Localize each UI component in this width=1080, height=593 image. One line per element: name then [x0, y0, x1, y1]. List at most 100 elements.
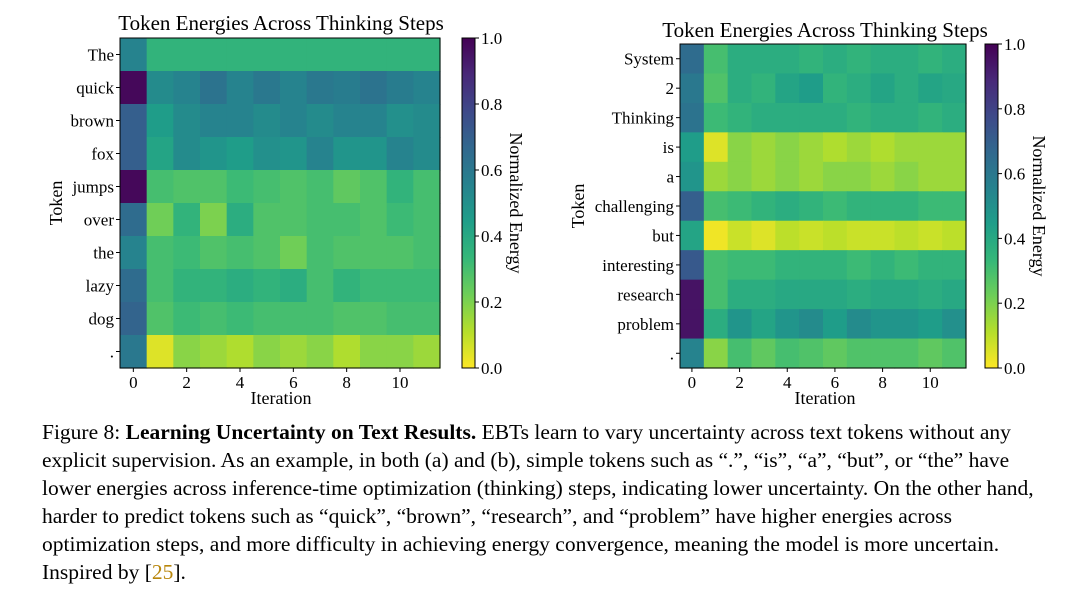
x-axis-label: Iteration: [795, 388, 856, 408]
heatmap-cell: [823, 44, 848, 75]
heatmap-cell: [751, 279, 776, 310]
heatmap-cell: [360, 38, 388, 72]
figure-charts: Token Energies Across Thinking Steps The…: [46, 11, 1049, 408]
heatmap-cell: [846, 191, 872, 222]
heatmap-cell: [413, 170, 441, 204]
heatmap-cell: [846, 161, 872, 192]
heatmap-cell: [680, 44, 705, 75]
heatmap-cell: [120, 71, 148, 105]
y-tick-label: over: [84, 211, 115, 230]
caption-body: EBTs learn to vary uncertainty across te…: [42, 420, 1034, 584]
heatmap-cell: [727, 73, 753, 104]
heatmap-cell: [253, 104, 281, 138]
figure-caption: Figure 8: Learning Uncertainty on Text R…: [42, 418, 1062, 586]
heatmap-cell: [870, 132, 896, 163]
heatmap-cell: [360, 302, 388, 336]
heatmap-cell: [703, 161, 729, 192]
heatmap-cell: [703, 338, 729, 369]
heatmap-cell: [775, 132, 800, 163]
heatmap-cell: [751, 191, 776, 222]
heatmap-cell: [146, 302, 174, 336]
heatmap-cell: [894, 220, 919, 251]
heatmap-cell: [799, 161, 824, 192]
heatmap-cell: [918, 73, 943, 104]
heatmap-cell: [703, 44, 729, 75]
heatmap-cell: [146, 335, 174, 369]
heatmap-cell: [280, 137, 308, 171]
colorbar-tick-label: 0.4: [1004, 229, 1026, 248]
colorbar-tick-label: 0.6: [1004, 165, 1025, 184]
heatmap-cell: [727, 279, 753, 310]
heatmap-cell: [200, 137, 228, 171]
heatmap-cell: [680, 161, 705, 192]
heatmap-cell: [703, 250, 729, 281]
heatmap-cell: [386, 71, 414, 105]
heatmap-cell: [918, 279, 943, 310]
heatmap-cell: [775, 161, 800, 192]
heatmap-cell: [333, 335, 361, 369]
heatmap-cell: [894, 250, 919, 281]
x-tick-label: 0: [688, 373, 697, 392]
heatmap-cell: [386, 236, 414, 270]
citation-link[interactable]: 25: [151, 560, 174, 584]
heatmap-cell: [333, 203, 361, 237]
heatmap-cell: [799, 338, 824, 369]
heatmap-cell: [120, 170, 148, 204]
heatmap-cell: [253, 236, 281, 270]
heatmap-cell: [360, 71, 388, 105]
heatmap-cell: [306, 335, 334, 369]
heatmap-cell: [226, 302, 254, 336]
heatmap-cell: [386, 302, 414, 336]
heatmap-cell: [918, 309, 943, 340]
heatmap-cell: [799, 309, 824, 340]
heatmap-cell: [894, 102, 919, 133]
y-tick-label: brown: [71, 112, 115, 131]
colorbar-label: Normalized Energy: [1029, 135, 1049, 276]
heatmap-cell: [942, 132, 967, 163]
heatmap-cell: [799, 220, 824, 251]
heatmap-cell: [360, 170, 388, 204]
y-tick-label: research: [617, 285, 674, 304]
heatmap-cell: [120, 335, 148, 369]
heatmap-cell: [280, 236, 308, 270]
heatmap-cell: [200, 104, 228, 138]
heatmap-cell: [280, 170, 308, 204]
heatmap-cell: [942, 250, 967, 281]
heatmap-cell: [146, 104, 174, 138]
heatmap-cell: [120, 236, 148, 270]
heatmap-left: Token Energies Across Thinking Steps The…: [46, 11, 526, 408]
heatmap-cell: [751, 309, 776, 340]
y-tick-label: 2: [666, 79, 675, 98]
x-tick-label: 2: [735, 373, 744, 392]
heatmap-cell: [386, 137, 414, 171]
colorbar-tick-label: 1.0: [1004, 35, 1025, 54]
x-tick-label: 6: [831, 373, 840, 392]
colorbar-tick-label: 0.0: [1004, 359, 1025, 378]
heatmap-cell: [799, 279, 824, 310]
heatmap-cell: [120, 302, 148, 336]
heatmap-cell: [918, 191, 943, 222]
heatmap-cell: [253, 71, 281, 105]
heatmap-cell: [226, 203, 254, 237]
heatmap-cell: [146, 137, 174, 171]
heatmap-cell: [942, 309, 967, 340]
heatmap-cell: [775, 44, 800, 75]
heatmap-cell: [918, 44, 943, 75]
heatmap-cell: [360, 104, 388, 138]
heatmap-cell: [751, 161, 776, 192]
heatmap-cell: [703, 191, 729, 222]
heatmap-cell: [870, 250, 896, 281]
heatmap-cell: [386, 269, 414, 303]
x-tick-label: 8: [878, 373, 887, 392]
heatmap-cell: [173, 170, 201, 204]
y-tick-label: the: [93, 244, 114, 263]
heatmap-cell: [306, 104, 334, 138]
heatmap-cell: [823, 220, 848, 251]
heatmap-cell: [200, 38, 228, 72]
heatmap-cell: [413, 236, 441, 270]
heatmap-cell: [280, 104, 308, 138]
heatmap-cell: [173, 38, 201, 72]
heatmap-cell: [727, 309, 753, 340]
heatmap-cell: [226, 38, 254, 72]
heatmap-cell: [823, 279, 848, 310]
